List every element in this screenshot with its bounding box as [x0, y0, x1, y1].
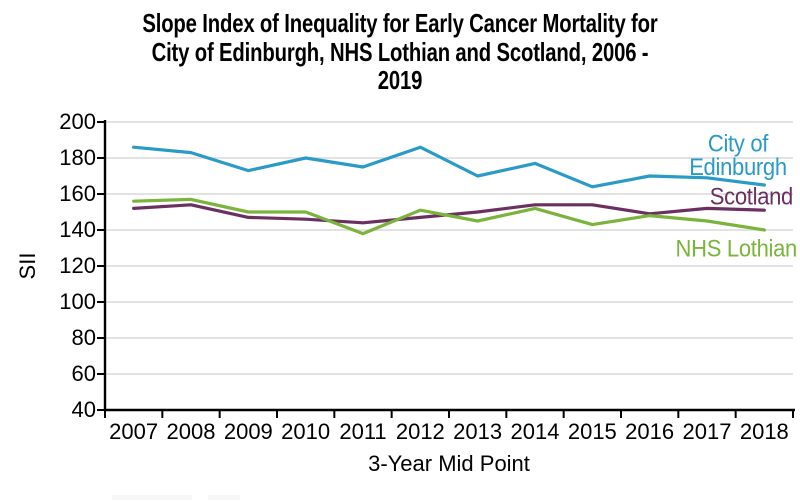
y-tick-label: 40	[71, 397, 96, 422]
x-tick-label: 2012	[395, 419, 445, 444]
x-tick-label: 2017	[682, 419, 732, 444]
x-axis-title: 3-Year Mid Point	[368, 451, 530, 476]
series-label-nhs-lothian: NHS Lothian	[675, 234, 798, 262]
series-label-city-of-edinburgh: City of Edinburgh	[689, 129, 787, 181]
x-tick-label: 2008	[166, 419, 216, 444]
x-tick-label: 2011	[339, 419, 387, 444]
x-tick-label: 2018	[739, 419, 789, 444]
y-tick-label: 120	[59, 253, 96, 278]
cutoff-text-fragment	[112, 495, 192, 500]
chart-title-line: 2019	[377, 65, 423, 95]
y-tick-label: 200	[59, 109, 96, 134]
y-tick-label: 60	[71, 361, 96, 386]
y-tick-label: 100	[59, 289, 96, 314]
cutoff-text-fragment	[208, 495, 240, 500]
y-tick-label: 80	[71, 325, 96, 350]
x-tick-label: 2010	[281, 419, 331, 444]
x-tick-label: 2016	[625, 419, 675, 444]
chart-title-line: Slope Index of Inequality for Early Canc…	[142, 8, 658, 38]
series-label-scotland: Scotland	[709, 182, 794, 210]
chart-title: Slope Index of Inequality for Early Canc…	[88, 9, 712, 95]
y-tick-label: 140	[59, 217, 96, 242]
x-tick-label: 2013	[453, 419, 503, 444]
x-tick-label: 2007	[109, 419, 159, 444]
series-line-nhs-lothian	[132, 197, 766, 236]
x-tick-label: 2014	[510, 419, 560, 444]
x-tick-label: 2015	[567, 419, 617, 444]
y-tick-label: 160	[59, 181, 96, 206]
series-line-city-of-edinburgh	[132, 145, 766, 189]
y-tick-label: 180	[59, 145, 96, 170]
x-tick-label: 2009	[223, 419, 273, 444]
chart-title-line: City of Edinburgh, NHS Lothian and Scotl…	[151, 36, 649, 67]
